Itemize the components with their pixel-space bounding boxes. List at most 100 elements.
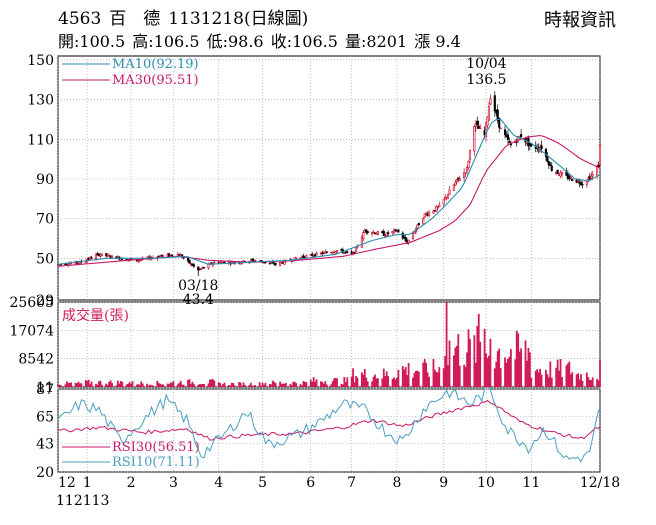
volume-bar [385, 371, 388, 387]
volume-bar [295, 383, 298, 387]
volume-bar [498, 348, 501, 387]
volume-bar [64, 384, 67, 387]
quote-low: 低:98.6 [206, 32, 264, 51]
volume-bar [258, 382, 261, 387]
volume-bar [188, 379, 191, 387]
price-y-tick: 90 [36, 172, 54, 188]
volume-bar [540, 374, 543, 387]
volume-bar [99, 380, 102, 387]
volume-bar [190, 384, 192, 387]
candle-body [458, 178, 461, 182]
candle-body [435, 206, 438, 212]
volume-bar [514, 359, 517, 387]
candle-body [546, 156, 549, 162]
candle-body [382, 231, 385, 236]
volume-bar [457, 334, 460, 387]
candle-body [590, 175, 593, 179]
volume-bar [447, 365, 449, 387]
volume-bar [146, 383, 149, 387]
volume-bar [130, 384, 132, 387]
volume-bar [137, 384, 140, 387]
volume-bar [239, 382, 242, 387]
price-y-tick: 29 [36, 293, 54, 309]
volume-bar [309, 379, 312, 387]
volume-bar [404, 367, 407, 387]
volume-bar [448, 340, 451, 387]
volume-bar [65, 381, 68, 387]
volume-bar [504, 357, 506, 387]
volume-bar [207, 383, 210, 387]
price-y-tick: 150 [27, 53, 54, 69]
volume-bar [209, 379, 211, 387]
volume-bar [591, 377, 594, 387]
rsi-legend-label: RSI30(56.51) [112, 440, 200, 455]
volume-bar [219, 383, 222, 387]
volume-bar [181, 384, 184, 387]
candle-body [411, 233, 415, 240]
volume-bar [100, 384, 103, 387]
volume-bar [394, 379, 397, 387]
volume-bar [292, 381, 295, 387]
low-value-label: 43.4 [183, 292, 214, 308]
chart-date-label: 1131218(日線圖) [168, 9, 309, 29]
volume-bar [248, 385, 251, 387]
volume-bar [495, 361, 498, 387]
volume-bar [270, 384, 273, 387]
ma30-line [57, 134, 601, 267]
volume-bar [254, 384, 257, 387]
candle-body [110, 255, 114, 258]
candle-body [549, 164, 552, 166]
volume-bar [252, 385, 255, 387]
candle-body [197, 266, 200, 271]
volume-bar [109, 380, 112, 387]
volume-bar [159, 383, 162, 387]
volume-bar [549, 361, 552, 387]
volume-bar [381, 378, 384, 387]
volume-bar [80, 383, 83, 387]
candle-body [397, 229, 400, 233]
candle-body [540, 145, 543, 150]
stock-code: 4563 [58, 9, 102, 29]
volume-bar [322, 383, 325, 387]
volume-bar [434, 369, 436, 387]
volume-bar [375, 378, 378, 387]
volume-bar [302, 381, 305, 387]
volume-bar [95, 383, 97, 387]
volume-bar [263, 384, 265, 387]
candle-body [200, 268, 203, 270]
candle-body [476, 120, 479, 125]
candle-body [432, 210, 435, 214]
x-start-label: 112113 [56, 493, 109, 509]
volume-bar [279, 381, 281, 387]
volume-bar [363, 369, 366, 387]
candle-body [585, 180, 588, 185]
volume-bar [537, 372, 540, 387]
candle-body [496, 109, 499, 121]
candle-body [596, 165, 599, 177]
quote-volume: 量:8201 [345, 32, 408, 51]
volume-bar [249, 382, 252, 387]
volume-bar [90, 381, 93, 387]
x-tick-label: 9 [439, 475, 448, 491]
volume-bar [509, 349, 512, 387]
x-tick-label: 3 [169, 475, 178, 491]
volume-bar [528, 352, 531, 387]
volume-bar [111, 382, 113, 387]
candle-body [311, 253, 314, 257]
volume-bar [546, 374, 549, 387]
volume-y-tick: 17074 [9, 323, 54, 339]
volume-y-tick: 25605 [9, 295, 54, 311]
volume-bar [545, 369, 547, 387]
volume-bar [372, 376, 375, 387]
chart-title: 4563 百 德 1131218(日線圖) [58, 4, 316, 29]
candle-body [362, 232, 365, 239]
volume-bar [536, 369, 539, 387]
price-y-tick: 70 [36, 212, 54, 228]
volume-bar [555, 367, 558, 387]
volume-bar [305, 382, 308, 387]
volume-bar [213, 380, 216, 387]
volume-bar [340, 383, 343, 387]
high-value-label: 136.5 [466, 72, 506, 88]
candle-body [428, 211, 431, 217]
